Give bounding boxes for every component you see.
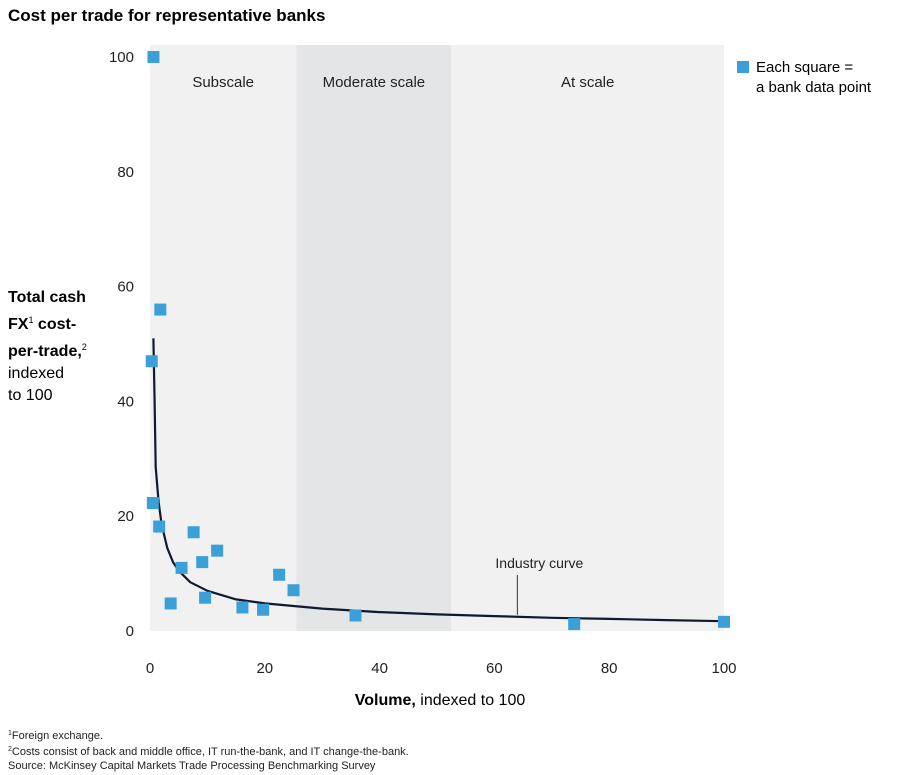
x-tick-5: 100 — [711, 660, 736, 677]
bank-data-point — [147, 51, 160, 63]
y-axis-label-line4: indexed — [8, 365, 65, 382]
legend-text-line1: Each square = — [756, 59, 854, 76]
bank-data-point — [187, 526, 200, 539]
x-axis-label: Volume, indexed to 100 — [0, 692, 880, 710]
chart-title: Cost per trade for representative banks — [8, 6, 326, 25]
y-tick-5: 100 — [109, 49, 134, 66]
x-axis-label-rest: indexed to 100 — [415, 692, 526, 709]
region-label-2: At scale — [561, 74, 614, 91]
footnote-1: 1Foreign exchange. — [8, 730, 104, 742]
legend-text-line2: a bank data point — [756, 79, 872, 96]
y-tick-1: 20 — [117, 508, 134, 525]
bank-data-point — [146, 496, 159, 509]
y-tick-4: 80 — [117, 164, 134, 181]
bank-data-point — [236, 601, 249, 614]
y-axis-label: Total cash FX1 cost- per-trade,2 indexed… — [8, 287, 118, 407]
industry-curve — [152, 338, 725, 623]
industry-curve-label: Industry curve — [495, 555, 583, 571]
bank-data-point — [349, 609, 362, 622]
region-2 — [451, 45, 724, 631]
y-axis-label-line5: to 100 — [8, 387, 53, 404]
x-axis-ticks: 0 20 40 60 80 100 — [146, 660, 737, 677]
bank-data-point — [145, 355, 158, 368]
x-tick-1: 20 — [256, 660, 273, 677]
y-axis-label-line2b: cost- — [37, 316, 77, 333]
y-axis-footnote-ref-2: 2 — [81, 342, 87, 352]
footnotes: 1Foreign exchange. 2Costs consist of bac… — [8, 727, 409, 773]
scale-regions: Subscale Moderate scale At scale — [150, 45, 724, 631]
bank-data-point — [257, 603, 270, 616]
x-tick-4: 80 — [601, 660, 618, 677]
footnote-2: 2Costs consist of back and middle office… — [8, 746, 409, 758]
footnote-source: Source: McKinsey Capital Markets Trade P… — [8, 760, 376, 772]
x-axis-label-bold: Volume, — [354, 692, 416, 709]
y-axis-label-line2a: FX — [8, 316, 29, 333]
bank-data-point — [273, 568, 286, 581]
y-tick-0: 0 — [126, 623, 134, 640]
legend-square-icon — [737, 61, 749, 73]
bank-data-point — [287, 584, 300, 597]
y-axis-ticks: 0 20 40 60 80 100 — [109, 49, 134, 640]
x-tick-2: 40 — [371, 660, 388, 677]
bank-data-point — [164, 597, 177, 610]
region-0 — [150, 45, 297, 631]
y-axis-label-line1: Total cash — [8, 289, 86, 306]
y-axis-footnote-ref-1: 1 — [28, 315, 34, 325]
industry-curve-group: Industry curve — [152, 338, 725, 623]
region-1 — [296, 45, 452, 631]
x-tick-3: 60 — [486, 660, 503, 677]
y-tick-3: 60 — [117, 279, 134, 296]
bank-data-point — [718, 615, 730, 628]
x-tick-0: 0 — [146, 660, 154, 677]
bank-data-point — [211, 544, 224, 557]
region-label-1: Moderate scale — [323, 74, 426, 91]
y-tick-2: 40 — [117, 393, 134, 410]
bank-data-point — [568, 618, 581, 631]
legend: Each square = a bank data point — [737, 58, 896, 98]
bank-data-point — [153, 520, 166, 533]
bank-data-point — [175, 561, 188, 574]
y-axis-label-line3: per-trade, — [8, 343, 82, 360]
bank-data-point — [199, 591, 212, 604]
region-label-0: Subscale — [192, 74, 254, 91]
bank-data-point — [154, 303, 167, 316]
data-points — [145, 51, 730, 631]
bank-data-point — [196, 556, 209, 569]
